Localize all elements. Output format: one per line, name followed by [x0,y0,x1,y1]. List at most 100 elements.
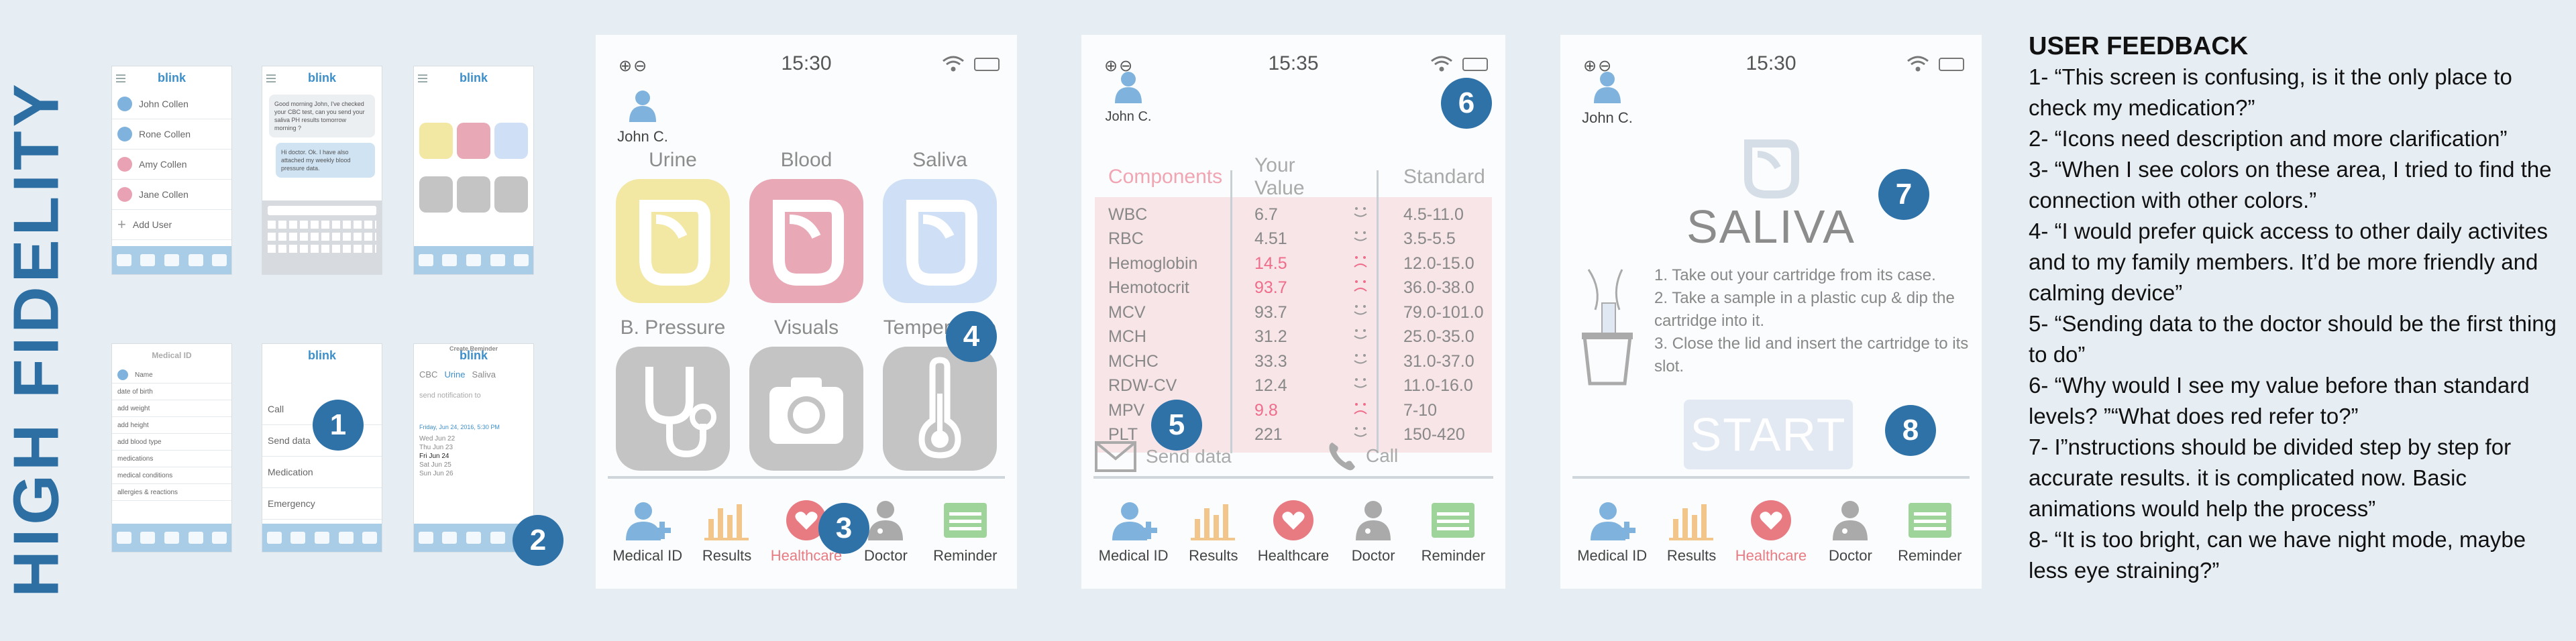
tab-bar: Medical ID Results Healthcare Doctor Rem… [608,476,1005,577]
wifi-icon [1431,56,1452,72]
tab-medical-id[interactable]: Medical ID [608,499,687,565]
keyboard [262,200,382,274]
table-row: Hemotocrit 93.7 36.0-38.0 [1095,276,1492,301]
standard-range: 79.0-101.0 [1403,302,1484,322]
thumb-users-screen: blink John Collen Rone Collen Amy Collen… [111,66,232,275]
table-row: PLT 221 150-420 [1095,423,1492,448]
component-name: Hemotocrit [1108,278,1189,298]
standard-range: 12.0-15.0 [1403,253,1474,273]
thumb-chat-screen: blink Good morning John, I've checked yo… [262,66,382,275]
component-value: 6.7 [1254,205,1278,224]
component-value: 4.51 [1254,229,1287,249]
call-button[interactable]: Call [1327,440,1398,472]
section-heading: HIGH FIDELITY [1,80,73,597]
cup-instructions-icon [1582,269,1633,386]
feedback-item: 4- “I would prefer quick access to other… [2029,219,2548,305]
tab-medical-id[interactable]: Medical ID [1093,499,1173,565]
stethoscope-icon [645,367,716,458]
category-label: Blood [780,149,833,171]
page-title: SALIVA [1686,200,1856,253]
component-name: MCV [1108,302,1146,322]
results-screen: ⊕⊖ 15:35 John C. Components Your Value S… [1081,35,1505,589]
category-label: Visuals [773,316,839,339]
clock: 15:30 [1746,52,1796,74]
user-profile[interactable]: John C. [1580,70,1634,127]
doctor-icon [868,501,904,540]
tab-healthcare[interactable]: Healthcare [1253,499,1333,565]
component-name: MCHC [1108,351,1159,371]
tab-bar [112,246,231,274]
annotation-badge: 1 [313,400,364,451]
bar-chart-icon [704,504,749,540]
blood-tile[interactable] [749,179,863,303]
send-data-button[interactable]: Send data [1095,441,1232,472]
standard-range: 150-420 [1403,425,1465,445]
list-item: + Add User [112,210,231,240]
thumb-menu-screen: blink Call Send data Medication Emergenc… [262,343,382,552]
medical-id-icon [626,502,672,540]
urine-tile[interactable] [616,179,730,303]
user-profile[interactable]: John C. [1102,70,1155,125]
saliva-tile[interactable] [883,179,997,303]
list-item: Rone Collen [112,119,231,150]
battery-icon [974,58,1000,71]
category-label: Saliva [912,149,967,171]
envelope-icon [1095,441,1136,472]
tab-reminder[interactable]: Reminder [1413,499,1493,565]
standard-range: 11.0-16.0 [1403,376,1473,396]
user-icon [1115,72,1142,103]
drop-icon [906,200,977,286]
table-row: MCH 31.2 25.0-35.0 [1095,325,1492,350]
menu-item: Send data [262,425,382,457]
saliva-screen: ⊕⊖ 15:30 John C. SALIVA 1. Take out your… [1560,35,1982,589]
tab-medical-id[interactable]: Medical ID [1572,499,1652,565]
thumb-medical-id-screen: Medical ID Name date of birth add weight… [111,343,232,552]
component-name: MCH [1108,327,1146,347]
thumb-home-screen: blink [413,66,534,275]
clock: 15:30 [781,52,832,74]
tab-results[interactable]: Results [1652,499,1731,565]
tab-doctor[interactable]: Doctor [1334,499,1413,565]
wifi-icon [943,56,964,72]
calendar-icon [1908,503,1951,538]
table-row: MCHC 33.3 31.0-37.0 [1095,349,1492,374]
heart-icon [786,500,826,540]
plus-icon: + [117,216,126,233]
tab-results[interactable]: Results [1173,499,1253,565]
annotation-badge: 8 [1885,405,1936,456]
feedback-item: 8- “It is too bright, can we have night … [2029,527,2526,583]
component-value: 31.2 [1254,327,1287,347]
column-header: Components [1108,166,1223,188]
blood-pressure-tile[interactable] [616,347,730,471]
battery-icon [1462,58,1488,71]
table-row: MPV 9.8 7-10 [1095,398,1492,423]
menu-item: Emergency [262,488,382,520]
temperature-tile[interactable] [883,347,997,471]
thermometer-icon [918,357,961,459]
visuals-tile[interactable] [749,347,863,471]
smile-face-icon [1332,303,1389,323]
standard-range: 7-10 [1403,400,1438,420]
battery-icon [1939,58,1964,71]
zoom-icon[interactable]: ⊕⊖ [619,57,649,75]
component-name: PLT [1108,425,1138,445]
user-profile[interactable]: John C. [616,89,669,145]
smile-face-icon [1332,205,1389,225]
component-value: 93.7 [1254,302,1287,322]
smile-face-icon [1332,229,1389,249]
thumb-reminder-screen: Create Reminder blink CBC Urine Saliva send… [413,343,534,552]
tab-reminder[interactable]: Reminder [1890,499,1970,565]
tab-results[interactable]: Results [687,499,766,565]
feedback-item: 7- I”nstructions should be divided step … [2029,434,2512,521]
table-row: RDW-CV 12.4 11.0-16.0 [1095,374,1492,399]
tab-reminder[interactable]: Reminder [926,499,1005,565]
chat-bubble: Hi doctor. Ok. I have also attached my w… [276,143,375,178]
start-button[interactable]: START [1684,400,1853,469]
tab-doctor[interactable]: Doctor [846,499,925,565]
tab-healthcare[interactable]: Healthcare [1731,499,1811,565]
heart-icon [1750,500,1791,540]
annotation-badge: 6 [1441,78,1492,129]
saliva-drop-icon [1744,139,1799,198]
standard-range: 36.0-38.0 [1403,278,1474,298]
tab-doctor[interactable]: Doctor [1811,499,1890,565]
